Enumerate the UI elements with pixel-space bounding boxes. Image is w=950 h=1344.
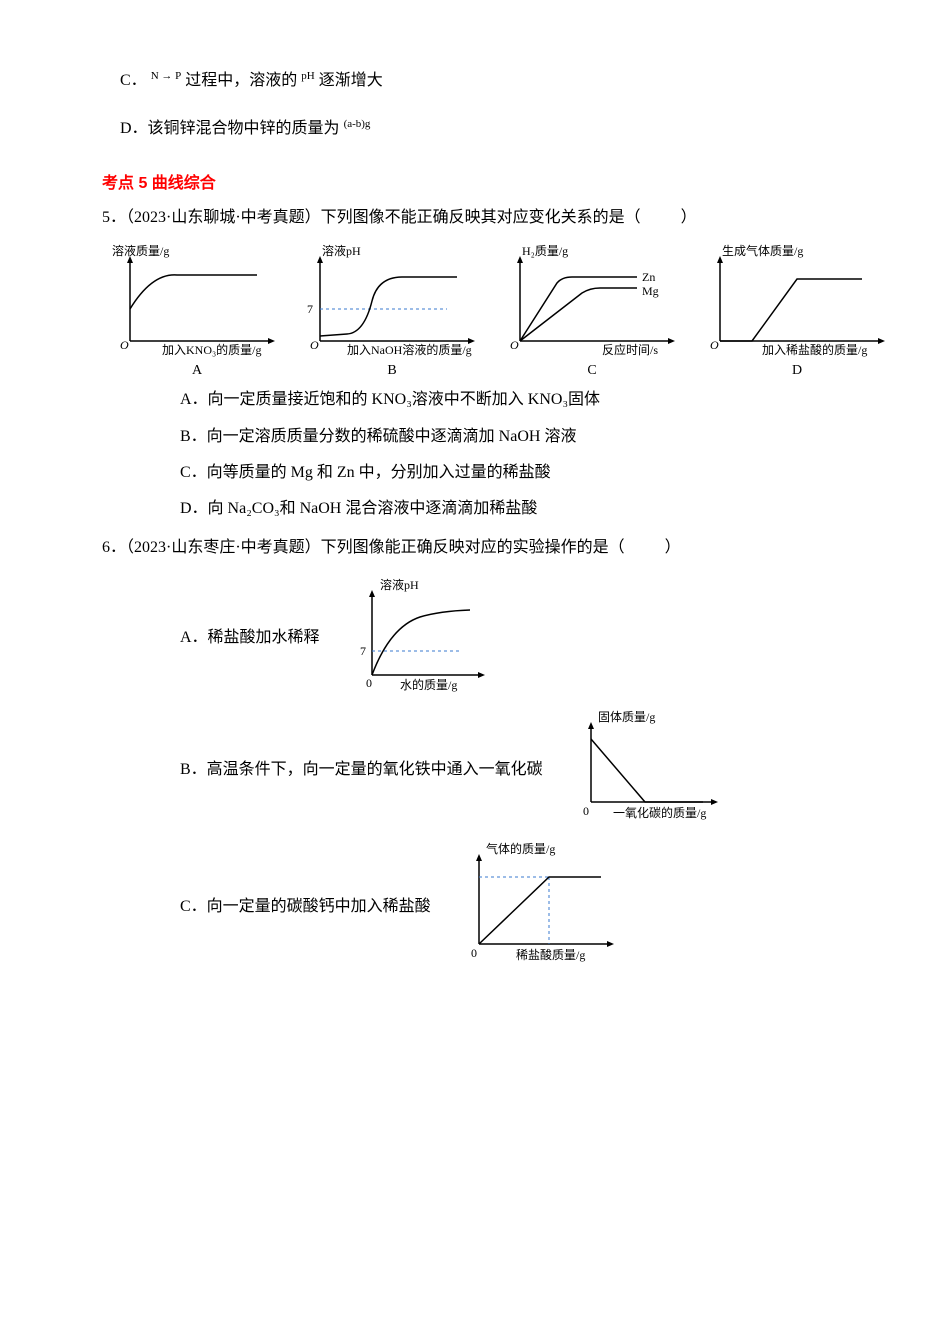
q6a-ymark: 7 bbox=[360, 644, 366, 658]
q6-stem-text: 6．（2023·山东枣庄·中考真题）下列图像能正确反映对应的实验操作的是（ bbox=[102, 539, 625, 556]
chart-c-svg: H₂质量/g Zn Mg O 反应时间/s bbox=[492, 241, 692, 361]
q6c-ylabel: 气体的质量/g bbox=[486, 841, 555, 856]
q6-blank bbox=[629, 539, 661, 556]
optc-np: N → P bbox=[151, 70, 182, 82]
q6-stem: 6．（2023·山东枣庄·中考真题）下列图像能正确反映对应的实验操作的是（ ） bbox=[102, 533, 880, 563]
optc-post: 逐渐增大 bbox=[319, 72, 383, 89]
chart-b-cap: B bbox=[292, 363, 492, 379]
chart-a-origin: O bbox=[120, 338, 129, 352]
q5-stem-text: 5．（2023·山东聊城·中考真题）下列图像不能正确反映其对应变化关系的是（ bbox=[102, 209, 641, 226]
chart-c-xlabel: 反应时间/s bbox=[602, 342, 658, 357]
prev-option-d: D．该铜锌混合物中锌的质量为 (a-b)g bbox=[120, 114, 880, 144]
q5-chart-c: H₂质量/g Zn Mg O 反应时间/s C bbox=[492, 241, 692, 379]
prev-option-c: C． N → P 过程中，溶液的 pH 逐渐增大 bbox=[120, 66, 880, 96]
chart-c-origin: O bbox=[510, 338, 519, 352]
q6-opt-b-row: B．高温条件下，向一定量的氧化铁中通入一氧化碳 固体质量/g 0 一氧化碳的质量… bbox=[180, 707, 880, 827]
q6-opt-b-text: B．高温条件下，向一定量的氧化铁中通入一氧化碳 bbox=[180, 755, 543, 779]
q5-opt-c: C．向等质量的 Mg 和 Zn 中，分别加入过量的稀盐酸 bbox=[180, 458, 880, 488]
q6-chart-a-svg: 溶液pH 7 0 水的质量/g bbox=[330, 575, 500, 695]
optc-mid: 过程中，溶液的 bbox=[185, 72, 297, 89]
chart-b-ymark: 7 bbox=[307, 302, 313, 316]
q5-opt-a: A．向一定质量接近饱和的 KNO₃溶液中不断加入 KNO₃固体 bbox=[180, 385, 880, 415]
chart-c-mg: Mg bbox=[642, 284, 659, 298]
q5-close: ） bbox=[681, 209, 697, 226]
q5-chart-a: 溶液质量/g O 加入KNO₃的质量/g A bbox=[102, 241, 292, 379]
q6a-ylabel: 溶液pH bbox=[380, 577, 419, 592]
q5-opt-b: B．向一定溶质质量分数的稀硫酸中逐滴滴加 NaOH 溶液 bbox=[180, 422, 880, 452]
chart-a-cap: A bbox=[102, 363, 292, 379]
chart-c-zn: Zn bbox=[642, 270, 655, 284]
chart-b-svg: 溶液pH 7 O 加入NaOH溶液的质量/g bbox=[292, 241, 492, 361]
q6b-zero: 0 bbox=[583, 804, 589, 818]
chart-a-ylabel: 溶液质量/g bbox=[112, 243, 169, 258]
q5-charts-row: 溶液质量/g O 加入KNO₃的质量/g A 溶液pH 7 O 加入NaOH溶液… bbox=[102, 241, 880, 379]
chart-b-xlabel: 加入NaOH溶液的质量/g bbox=[347, 342, 472, 357]
q5-opt-d: D．向 Na₂CO₃和 NaOH 混合溶液中逐滴滴加稀盐酸 bbox=[180, 494, 880, 524]
q5-chart-d: 生成气体质量/g O 加入稀盐酸的质量/g D bbox=[692, 241, 902, 379]
chart-b-origin: O bbox=[310, 338, 319, 352]
chart-b-ylabel: 溶液pH bbox=[322, 243, 361, 258]
q6-chart-c-svg: 气体的质量/g 0 稀盐酸质量/g bbox=[441, 839, 641, 969]
q6a-xlabel: 水的质量/g bbox=[400, 677, 457, 692]
chart-d-ylabel: 生成气体质量/g bbox=[722, 243, 803, 258]
q6c-zero: 0 bbox=[471, 946, 477, 960]
chart-d-cap: D bbox=[692, 363, 902, 379]
chart-a-svg: 溶液质量/g O 加入KNO₃的质量/g bbox=[102, 241, 292, 361]
q6a-zero: 0 bbox=[366, 676, 372, 690]
q6b-ylabel: 固体质量/g bbox=[598, 710, 655, 724]
chart-c-ylabel: H₂质量/g bbox=[522, 244, 568, 258]
q6-opt-c-text: C．向一定量的碳酸钙中加入稀盐酸 bbox=[180, 892, 431, 916]
q5-blank bbox=[645, 209, 677, 226]
q6-opt-a-text: A．稀盐酸加水稀释 bbox=[180, 623, 320, 647]
optc-ph: pH bbox=[301, 70, 314, 82]
q5-stem: 5．（2023·山东聊城·中考真题）下列图像不能正确反映其对应变化关系的是（ ） bbox=[102, 203, 880, 233]
chart-d-xlabel: 加入稀盐酸的质量/g bbox=[762, 342, 867, 357]
q6-opt-c-row: C．向一定量的碳酸钙中加入稀盐酸 气体的质量/g 0 稀盐酸质量/g bbox=[180, 839, 880, 969]
chart-d-origin: O bbox=[710, 338, 719, 352]
q6-close: ） bbox=[665, 539, 681, 556]
q6c-xlabel: 稀盐酸质量/g bbox=[516, 947, 585, 962]
optd-pre: D．该铜锌混合物中锌的质量为 bbox=[120, 120, 340, 137]
optd-sup: (a-b)g bbox=[344, 118, 371, 130]
q6b-xlabel: 一氧化碳的质量/g bbox=[613, 805, 706, 820]
q6-opt-a-row: A．稀盐酸加水稀释 溶液pH 7 0 水的质量/g bbox=[180, 575, 880, 695]
chart-c-cap: C bbox=[492, 363, 692, 379]
optc-pre: C． bbox=[120, 72, 147, 89]
chart-a-xlabel: 加入KNO₃的质量/g bbox=[162, 342, 262, 357]
chart-d-svg: 生成气体质量/g O 加入稀盐酸的质量/g bbox=[692, 241, 902, 361]
topic-heading: 考点 5 曲线综合 bbox=[102, 169, 880, 193]
q5-chart-b: 溶液pH 7 O 加入NaOH溶液的质量/g B bbox=[292, 241, 492, 379]
q6-chart-b-svg: 固体质量/g 0 一氧化碳的质量/g bbox=[553, 707, 753, 827]
